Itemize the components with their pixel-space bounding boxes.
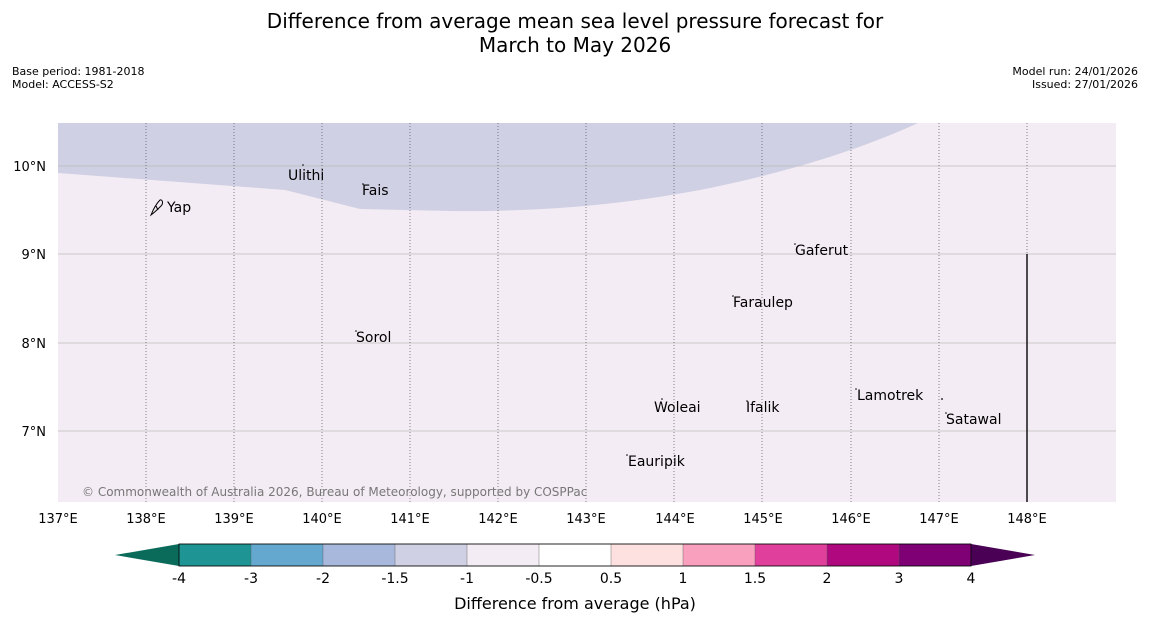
longitude-axis: 137°E 138°E 139°E 140°E 141°E 142°E 143°… [38, 512, 1047, 527]
copyright-notice: © Commonwealth of Australia 2026, Bureau… [82, 485, 587, 499]
lon-tick-label: 140°E [302, 512, 342, 527]
place-label-faraulep: Faraulep [733, 295, 793, 311]
colorbar-bin [610, 543, 684, 567]
colorbar-tick-label: -1.5 [381, 571, 408, 587]
colorbar-bin [394, 543, 468, 567]
map-title-line2: March to May 2026 [478, 33, 672, 57]
colorbar-over-arrow [971, 544, 1035, 566]
colorbar-tick-label: 3 [895, 571, 904, 587]
map-panel: Ulithi Fais Yap Gaferut Faraulep Sorol L… [58, 123, 1116, 502]
map-title: Difference from average mean sea level p… [0, 9, 1150, 57]
lat-tick-label: 7°N [22, 425, 47, 440]
base-period-text: Base period: 1981-2018 [12, 65, 145, 78]
lon-tick-label: 138°E [126, 512, 166, 527]
place-label-satawal: Satawal [946, 412, 1001, 428]
lon-tick-label: 147°E [919, 512, 959, 527]
lon-tick-label: 144°E [655, 512, 695, 527]
colorbar-tick-label: -0.5 [525, 571, 552, 587]
lon-tick-label: 145°E [743, 512, 783, 527]
colorbar-tick-label: -2 [316, 571, 330, 587]
colorbar-bin [826, 543, 900, 567]
colorbar-under-arrow [115, 544, 179, 566]
colorbar-bin [466, 543, 540, 567]
place-label-woleai: Woleai [654, 400, 701, 416]
colorbar-bins [178, 543, 972, 567]
anomaly-fill-lower [58, 123, 918, 212]
colorbar-bin [178, 543, 252, 567]
place-label-ifalik: Ifalik [746, 400, 780, 416]
colorbar-bin [754, 543, 828, 567]
colorbar-bin [898, 543, 972, 567]
place-label-eauripik: Eauripik [628, 454, 686, 470]
place-label-sorol: Sorol [356, 330, 391, 346]
colorbar-tick-label: -4 [172, 571, 186, 587]
colorbar-tick-label: -3 [244, 571, 258, 587]
colorbar-tick-label: 2 [823, 571, 832, 587]
model-text: Model: ACCESS-S2 [12, 78, 114, 91]
colorbar: -4 -3 -2 -1.5 -1 -0.5 0.5 1 1.5 2 3 4 Di… [115, 543, 1035, 613]
colorbar-frame [178, 543, 972, 567]
colorbar-bin [250, 543, 324, 567]
colorbar-tick-label: 4 [967, 571, 976, 587]
lon-tick-label: 148°E [1007, 512, 1047, 527]
lon-tick-label: 142°E [478, 512, 518, 527]
colorbar-bin [682, 543, 756, 567]
colorbar-bin [538, 543, 612, 567]
map-title-line1: Difference from average mean sea level p… [266, 9, 884, 33]
colorbar-tick-label: -1 [460, 571, 474, 587]
lat-tick-label: 8°N [22, 337, 47, 352]
yap-island-outline [149, 199, 164, 217]
lat-tick-label: 9°N [22, 248, 47, 263]
latitude-axis: 10°N 9°N 8°N 7°N [13, 160, 46, 440]
lon-tick-label: 139°E [214, 512, 254, 527]
place-label-yap: Yap [166, 200, 191, 216]
colorbar-bin [322, 543, 396, 567]
metadata-left: Base period: 1981-2018 Model: ACCESS-S2 [12, 65, 144, 91]
place-label-ulithi: Ulithi [288, 168, 324, 184]
lon-tick-label: 146°E [831, 512, 871, 527]
lon-tick-label: 143°E [566, 512, 606, 527]
place-label-lamotrek: Lamotrek [857, 388, 924, 404]
place-label-gaferut: Gaferut [795, 243, 849, 259]
colorbar-tick-label: 1.5 [744, 571, 766, 587]
issued-text: Issued: 27/01/2026 [1031, 78, 1138, 91]
model-run-text: Model run: 24/01/2026 [1012, 65, 1138, 78]
colorbar-tick-label: 1 [679, 571, 688, 587]
metadata-right: Model run: 24/01/2026 Issued: 27/01/2026 [1012, 65, 1138, 91]
colorbar-title: Difference from average (hPa) [454, 594, 696, 613]
island-dots [302, 164, 947, 456]
lon-tick-label: 137°E [38, 512, 78, 527]
colorbar-tick-labels: -4 -3 -2 -1.5 -1 -0.5 0.5 1 1.5 2 3 4 [172, 571, 976, 587]
longitude-gridlines [145, 123, 1028, 502]
lon-tick-label: 141°E [390, 512, 430, 527]
colorbar-tick-label: 0.5 [600, 571, 622, 587]
lat-tick-label: 10°N [13, 160, 46, 175]
place-label-fais: Fais [362, 183, 389, 199]
